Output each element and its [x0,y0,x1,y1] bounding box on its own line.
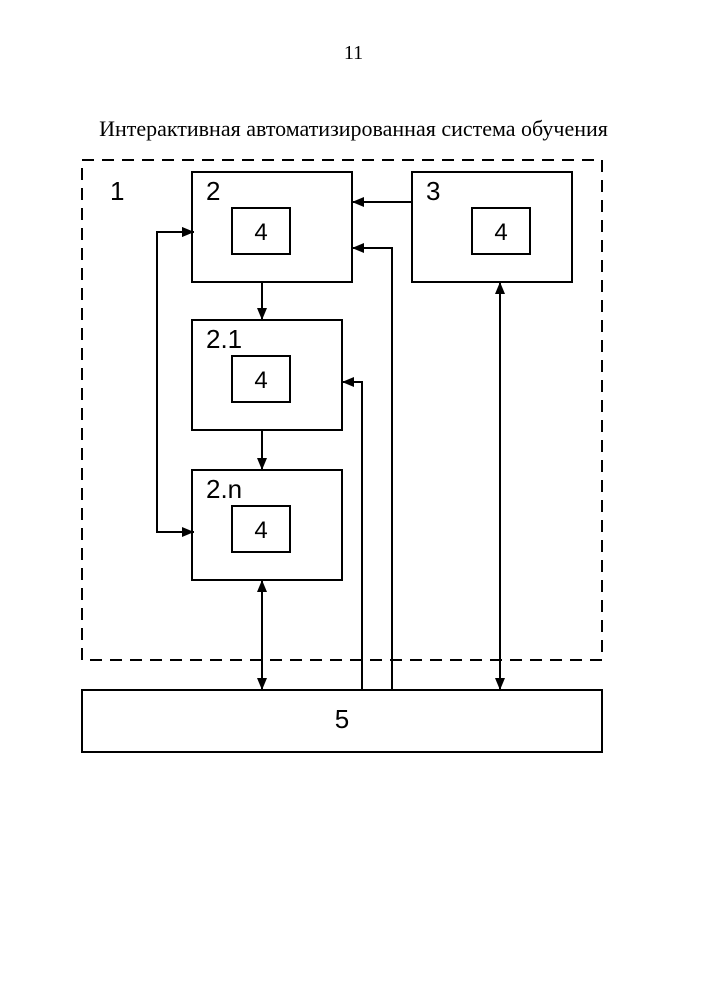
svg-text:4: 4 [254,219,267,246]
svg-text:3: 3 [426,176,440,206]
svg-text:2.1: 2.1 [206,324,242,354]
page: 11 Интерактивная автоматизированная сист… [0,0,707,1000]
diagram-svg: 1 2 2.1 2.n 3 5 4 4 4 4 [72,150,632,810]
svg-text:2: 2 [206,176,220,206]
svg-text:4: 4 [254,367,267,394]
diagram-title: Интерактивная автоматизированная система… [0,116,707,142]
svg-text:4: 4 [494,219,507,246]
svg-text:5: 5 [335,704,349,734]
svg-text:2.n: 2.n [206,474,242,504]
page-number: 11 [0,42,707,65]
svg-text:4: 4 [254,517,267,544]
svg-text:1: 1 [110,176,124,206]
